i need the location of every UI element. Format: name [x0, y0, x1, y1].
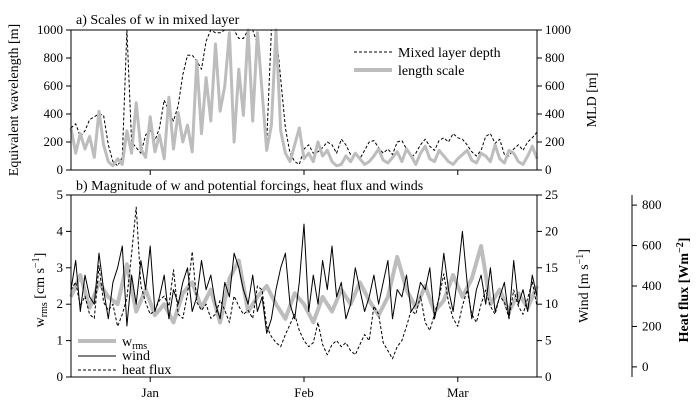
far-tick-label-600: 600: [642, 238, 662, 253]
left-tick-label-600: 600: [44, 78, 64, 93]
left-tick-label-200: 200: [44, 134, 64, 149]
left-tick-label-1000: 1000: [37, 22, 63, 37]
left-tick-label-400: 400: [44, 106, 64, 121]
right-tick-label-200: 200: [545, 134, 565, 149]
left-tick-label-4: 4: [57, 223, 64, 238]
panel-b-far-right-axis: 0 200 400 600 800: [631, 195, 662, 377]
right-tick-label-10: 10: [545, 296, 558, 311]
panel-b-y3label-sup: −2: [675, 242, 686, 253]
right-tick-label-25: 25: [545, 187, 558, 202]
panel-b-ylabel-rest: [cm s: [33, 268, 48, 302]
right-tick-label-600: 600: [545, 78, 565, 93]
left-tick-label-800: 800: [44, 50, 64, 65]
far-tick-label-200: 200: [642, 318, 662, 333]
legend-wrms-main: w: [122, 335, 133, 350]
panel-b-y3label-close: ]: [677, 238, 692, 243]
panel-b-ylabel-close: ]: [33, 253, 48, 258]
series-heat-flux-line: [70, 206, 538, 360]
right-tick-label-5: 5: [545, 333, 552, 348]
right-tick-label-400: 400: [545, 106, 565, 121]
panel-b-right-axis: 0 5 10 15 20 25: [537, 187, 558, 384]
panel-b-legend: wrms wind heat flux: [78, 335, 171, 378]
legend-length-scale-label: length scale: [398, 64, 464, 79]
far-tick-label-0: 0: [642, 359, 649, 374]
x-tick-label-Feb: Feb: [294, 385, 314, 400]
right-tick-label-15: 15: [545, 260, 558, 275]
left-tick-label-3: 3: [57, 260, 64, 275]
panel-b-left-axis: 0 1 2 3 4 5: [57, 187, 71, 384]
panel-b-ylabel-sub: rms: [39, 302, 50, 317]
x-tick-label-Mar: Mar: [447, 385, 469, 400]
far-tick-label-800: 800: [642, 197, 662, 212]
panel-a: a) Scales of w in mixed layer 0 200 400 600…: [7, 13, 600, 177]
panel-b-y3label: Heat flux [Wm−2]: [675, 238, 692, 343]
panel-b-y3label-main: Heat flux [Wm: [677, 253, 692, 343]
legend-heat-flux-label: heat flux: [122, 363, 171, 378]
panel-a-y2label: MLD [m]: [585, 73, 600, 128]
right-tick-label-20: 20: [545, 223, 558, 238]
right-tick-label-0: 0: [545, 162, 552, 177]
panel-b-ylabel-sup: −1: [31, 257, 42, 268]
panel-b-y2label-sup: −1: [575, 254, 586, 265]
panel-a-left-axis: 0 200 400 600 800 1000: [37, 22, 71, 177]
panel-b-y2label-close: ]: [577, 249, 592, 254]
right-tick-label-800: 800: [545, 50, 565, 65]
panel-b-title: b) Magnitude of w and potential forcings…: [76, 179, 423, 194]
left-tick-label-5: 5: [57, 187, 64, 202]
legend-wrms-sub: rms: [132, 341, 147, 352]
panel-a-data: [69, 28, 539, 168]
panel-b-data: [69, 206, 539, 360]
panel-a-legend: Mixed layer depth length scale: [354, 46, 501, 79]
panel-a-title: a) Scales of w in mixed layer: [76, 13, 240, 28]
legend-wind-label: wind: [122, 349, 150, 364]
left-tick-label-1: 1: [57, 333, 64, 348]
legend-wrms-label: wrms: [122, 335, 147, 352]
panel-b-y2label-main: Wind [m s: [577, 264, 592, 323]
left-tick-label-0: 0: [57, 369, 64, 384]
x-tick-label-Jan: Jan: [142, 385, 160, 400]
series-wind-line: [70, 223, 538, 334]
panel-a-x-axis: [149, 170, 459, 175]
series-length-scale-line: [69, 28, 539, 168]
panel-b-ylabel: wrms [cm s−1]: [31, 253, 50, 328]
panel-b-ylabel-main: w: [33, 316, 48, 327]
panel-b-x-axis: Jan Feb Mar: [142, 377, 469, 400]
panel-b-y2label: Wind [m s−1]: [575, 249, 592, 323]
legend-mld-label: Mixed layer depth: [398, 46, 501, 61]
far-tick-label-400: 400: [642, 278, 662, 293]
left-tick-label-2: 2: [57, 296, 64, 311]
left-tick-label-0: 0: [57, 162, 64, 177]
panel-b: b) Magnitude of w and potential forcings…: [31, 179, 692, 400]
panel-a-ylabel: Equivalent wavelength [m]: [7, 24, 22, 176]
right-tick-label-0: 0: [545, 369, 552, 384]
right-tick-label-1000: 1000: [545, 22, 571, 37]
series-w-rms-line: [69, 244, 539, 325]
panel-a-right-axis: 0 200 400 600 800 1000: [537, 22, 571, 177]
